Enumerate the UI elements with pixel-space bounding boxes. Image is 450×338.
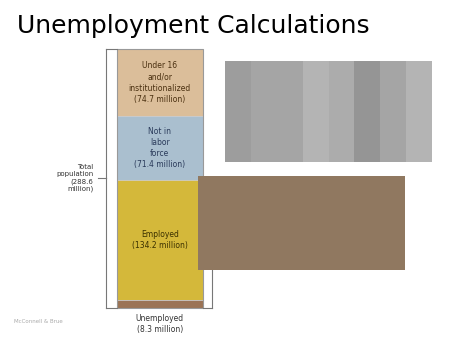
Bar [380,61,406,162]
Bar [117,180,202,300]
Text: Under 16
and/or
institutionalized
(74.7 million): Under 16 and/or institutionalized (74.7 … [129,61,191,104]
Bar [117,49,202,308]
Bar [406,61,432,162]
Text: Total
population
(288.6
million): Total population (288.6 million) [56,164,93,192]
Bar [225,61,251,162]
Bar [302,61,328,162]
Text: Not in
labor
force
(71.4 million): Not in labor force (71.4 million) [134,127,185,169]
Bar [117,116,202,180]
Text: McConnell & Brue: McConnell & Brue [14,319,62,324]
Bar [117,49,202,116]
Bar [277,61,302,162]
Bar [117,300,202,308]
Bar [251,61,277,162]
Text: Unemployed
(8.3 million): Unemployed (8.3 million) [136,314,184,334]
Text: Labor
force
(142.5
million): Labor force (142.5 million) [224,230,250,258]
Bar [328,61,355,162]
Text: Unemployment Calculations: Unemployment Calculations [17,14,370,38]
Text: Employed
(134.2 million): Employed (134.2 million) [132,230,188,250]
Bar [355,61,380,162]
